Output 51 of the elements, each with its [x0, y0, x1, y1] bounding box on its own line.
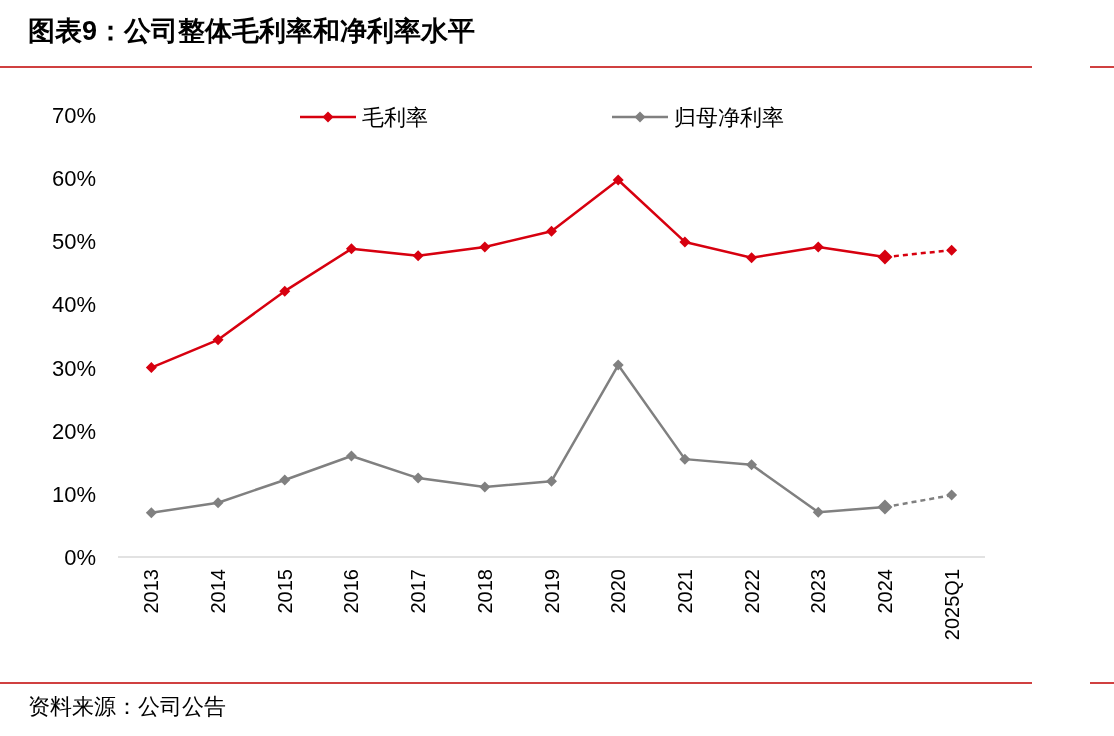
x-tick-label: 2024 — [873, 569, 896, 614]
legend: 毛利率 — [300, 105, 428, 130]
point — [946, 244, 958, 256]
y-tick-label: 50% — [51, 229, 96, 255]
legend-label: 归母净利率 — [674, 105, 784, 130]
point — [546, 475, 557, 487]
point — [679, 236, 691, 248]
text: 资料来源：公司公告 — [28, 694, 226, 719]
point — [546, 225, 557, 237]
x-tick-label: 2015 — [273, 569, 296, 614]
x-tick-label: 2023 — [807, 569, 830, 614]
legend: 归母净利率 — [612, 105, 784, 130]
point — [812, 506, 824, 518]
point — [145, 507, 157, 519]
point — [212, 334, 224, 346]
x-tick-label: 2019 — [540, 569, 563, 614]
point — [812, 241, 824, 253]
point — [212, 497, 224, 509]
x-tick-label: 2016 — [340, 569, 363, 614]
x-tick-label: 2017 — [407, 569, 430, 614]
point — [345, 450, 357, 462]
point — [345, 243, 357, 255]
point — [279, 285, 291, 297]
y-tick-label: 60% — [51, 166, 96, 192]
x-tick-label: 2021 — [673, 569, 696, 614]
x-tick-label: 2020 — [607, 569, 630, 614]
point — [746, 252, 758, 264]
point — [946, 489, 958, 501]
point — [746, 459, 758, 471]
y-tick-label: 10% — [51, 481, 96, 507]
point — [479, 481, 491, 493]
y-tick-label: 40% — [51, 292, 96, 318]
x-tick-label: 2014 — [207, 569, 230, 614]
point — [679, 453, 691, 465]
y-tick-label: 20% — [51, 418, 96, 444]
y-tick-label: 0% — [64, 545, 96, 570]
y-tick-label: 70% — [51, 103, 96, 128]
point — [479, 241, 491, 253]
point — [279, 474, 291, 486]
x-tick-label: 2022 — [740, 569, 763, 614]
x-tick-label: 2013 — [140, 569, 163, 614]
legend-label: 毛利率 — [362, 105, 428, 130]
point — [612, 174, 624, 186]
y-tick-label: 30% — [51, 355, 96, 381]
point — [412, 472, 424, 484]
point — [412, 250, 424, 262]
x-tick-label: 2025Q1 — [940, 569, 963, 641]
chart-title: 图表9：公司整体毛利率和净利率水平 — [28, 16, 476, 46]
point — [145, 362, 157, 374]
x-tick-label: 2018 — [473, 569, 496, 614]
point — [612, 359, 624, 371]
